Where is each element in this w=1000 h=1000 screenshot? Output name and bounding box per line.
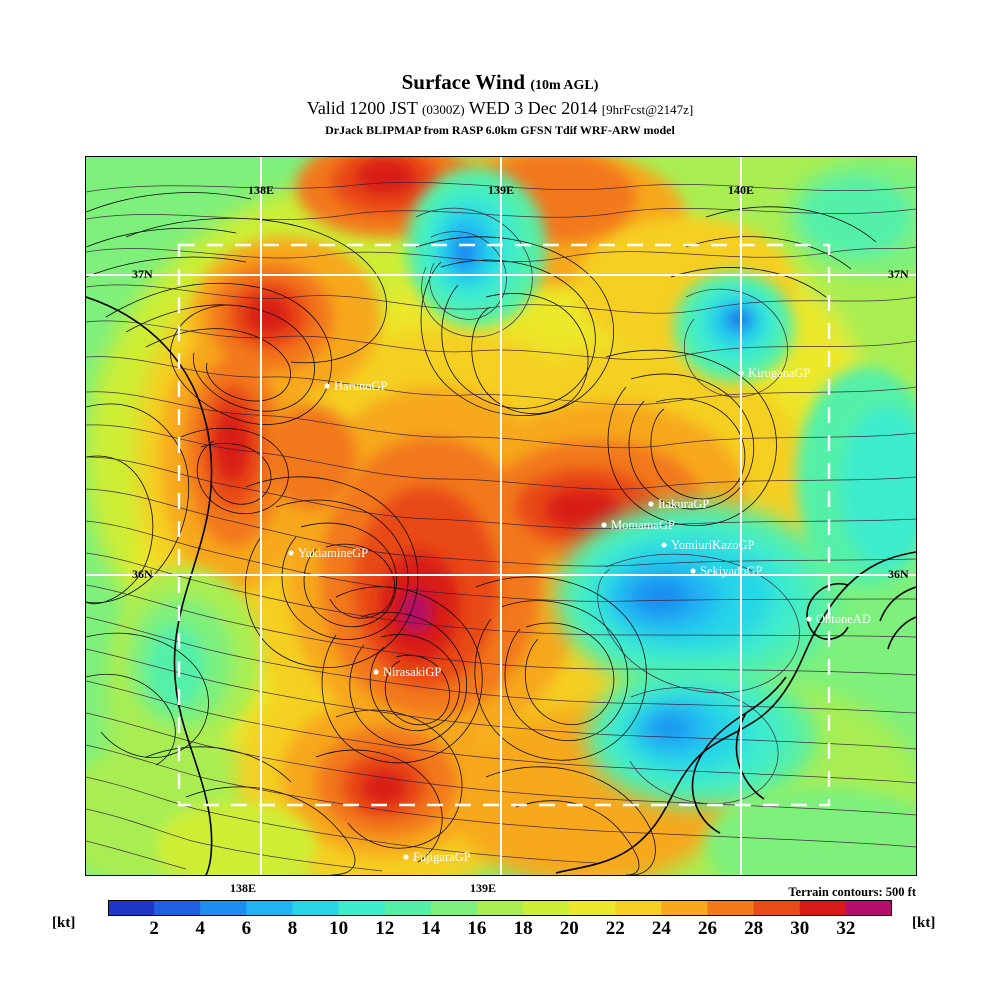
site-label: HarunoGP <box>334 379 388 393</box>
site-label: OhtoneAD <box>816 612 871 626</box>
chart-title-text: Surface Wind <box>401 70 526 94</box>
lat-label-right-36n: 36N <box>888 567 909 581</box>
colorbar-unit-left: [kt] <box>52 915 76 931</box>
colorbar-tick: 8 <box>287 918 298 939</box>
domain-boundary <box>177 243 831 807</box>
site-marker: FujigaraGP <box>403 850 471 864</box>
wind-speed-map[interactable]: HarunoGP KiruganaGP ItakuraGP MomamaGP Y… <box>85 156 917 876</box>
colorbar-tick: 26 <box>698 918 717 939</box>
terrain-contour-note: Terrain contours: 500 ft <box>788 885 916 899</box>
site-label: ItakuraGP <box>658 497 709 511</box>
colorbar-swatch <box>430 900 478 916</box>
colorbar-unit-right: [kt] <box>912 915 936 931</box>
colorbar-swatch <box>154 900 201 916</box>
colorbar-swatch <box>661 900 709 916</box>
lon-label-top-138e: 138E <box>248 183 275 197</box>
colorbar-tick: 24 <box>651 918 671 939</box>
lon-label-top-139e: 139E <box>488 183 515 197</box>
colorbar-swatch <box>292 900 340 916</box>
colorbar-swatch <box>338 900 386 916</box>
colorbar-tick: 30 <box>790 918 810 939</box>
site-marker: YomiuriKazoGP <box>661 538 755 552</box>
site-marker: YukiamineGP <box>288 546 368 560</box>
site-marker: MomamaGP <box>601 518 675 532</box>
site-marker: ItakuraGP <box>648 497 709 511</box>
site-label: NirasakiGP <box>383 665 441 679</box>
lat-label-left-37n: 37N <box>132 267 153 281</box>
colorbar-swatches <box>108 900 892 916</box>
site-marker: NirasakiGP <box>373 665 441 679</box>
subtitle-valid-time: Valid 1200 JST <box>306 98 418 118</box>
lon-label-top-140e: 140E <box>728 183 755 197</box>
site-label: MomamaGP <box>611 518 675 532</box>
colorbar-tick: 16 <box>467 918 487 939</box>
colorbar-swatch <box>753 900 801 916</box>
chart-title-block: Surface Wind (10m AGL) Valid 1200 JST (0… <box>0 70 1000 138</box>
lat-label-left-36n: 36N <box>132 567 153 581</box>
subtitle-forecast-hour: [9hrFcst@2147z] <box>601 102 694 117</box>
colorbar-swatch <box>200 900 247 916</box>
colorbar-swatch <box>845 900 892 916</box>
colorbar-swatch <box>799 900 847 916</box>
site-marker: OhtoneAD <box>806 612 871 626</box>
colorbar-tick: 28 <box>744 918 764 939</box>
colorbar <box>108 900 892 916</box>
site-label: YomiuriKazoGP <box>671 538 755 552</box>
colorbar-swatch <box>246 900 294 916</box>
colorbar-swatch <box>476 900 524 916</box>
site-label: KiruganaGP <box>748 366 811 380</box>
site-marker: SekiyadoGP <box>690 564 763 578</box>
colorbar-swatch <box>108 900 155 916</box>
site-label: FujigaraGP <box>413 850 471 864</box>
colorbar-tick: 32 <box>836 918 856 939</box>
colorbar-tick: 2 <box>149 918 159 939</box>
chart-title-suffix: (10m AGL) <box>530 78 599 93</box>
colorbar-tick: 18 <box>513 918 533 939</box>
site-label: YukiamineGP <box>298 546 368 560</box>
colorbar-swatch <box>615 900 663 916</box>
site-markers: HarunoGP KiruganaGP ItakuraGP MomamaGP Y… <box>288 366 871 864</box>
lon-label-bottom-138e: 138E <box>230 881 257 895</box>
terrain-contour-lines <box>86 192 877 875</box>
map-fill-layer: HarunoGP KiruganaGP ItakuraGP MomamaGP Y… <box>86 157 916 875</box>
colorbar-tick: 4 <box>195 918 205 939</box>
chart-source-line: DrJack BLIPMAP from RASP 6.0km GFSN Tdif… <box>325 123 675 137</box>
colorbar-tick-labels: 2 4 6 8 10 12 14 16 18 20 22 24 26 28 30 32 <box>108 918 892 940</box>
site-marker: HarunoGP <box>324 379 388 393</box>
lon-label-bottom-139e: 139E <box>470 881 497 895</box>
colorbar-swatch <box>569 900 616 916</box>
colorbar-swatch <box>384 900 432 916</box>
chart-title: Surface Wind (10m AGL) <box>0 70 1000 95</box>
site-marker: KiruganaGP <box>738 366 811 380</box>
subtitle-date: WED 3 Dec 2014 <box>468 98 598 118</box>
colorbar-swatch <box>707 900 755 916</box>
subtitle-utc-time: (0300Z) <box>422 102 465 117</box>
chart-subtitle: Valid 1200 JST (0300Z) WED 3 Dec 2014 [9… <box>0 98 1000 119</box>
latlon-gridlines <box>86 157 916 875</box>
colorbar-swatch <box>523 900 570 916</box>
colorbar-tick: 12 <box>375 918 395 939</box>
map-canvas: HarunoGP KiruganaGP ItakuraGP MomamaGP Y… <box>86 157 916 875</box>
colorbar-tick: 22 <box>605 918 625 939</box>
colorbar-tick: 10 <box>329 918 349 939</box>
wind-streamlines <box>86 181 916 872</box>
colorbar-tick: 20 <box>559 918 579 939</box>
colorbar-tick: 14 <box>421 918 441 939</box>
site-label: SekiyadoGP <box>700 564 763 578</box>
coastline <box>86 296 916 875</box>
lat-label-right-37n: 37N <box>888 267 909 281</box>
colorbar-tick: 6 <box>241 918 252 939</box>
